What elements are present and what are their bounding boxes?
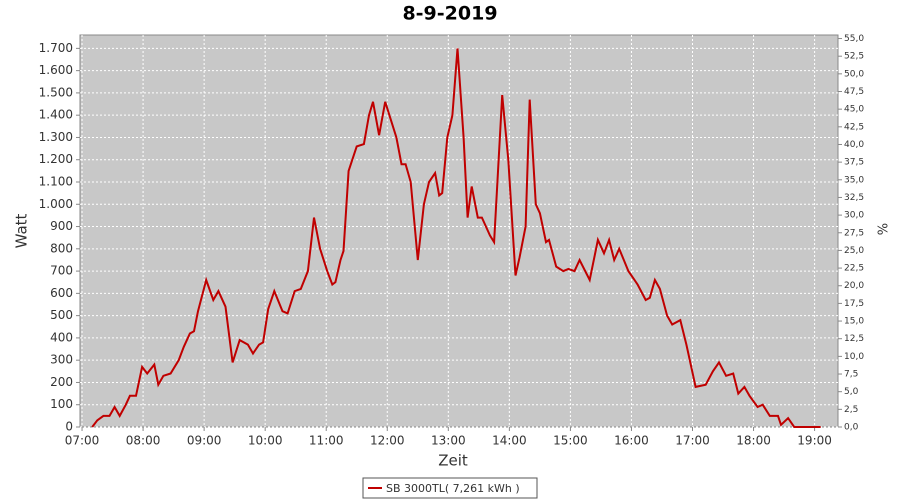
- y-tick-label: 200: [50, 375, 73, 389]
- y2-tick-label: 25,0: [844, 246, 864, 256]
- y2-tick-label: 10,0: [844, 352, 864, 362]
- x-tick-label: 08:00: [126, 434, 161, 448]
- x-axis-label: Zeit: [438, 452, 468, 470]
- y-tick-label: 600: [50, 286, 73, 300]
- y-tick-label: 1.600: [39, 63, 73, 77]
- y2-tick-label: 30,0: [844, 211, 864, 221]
- y-tick-label: 400: [50, 330, 73, 344]
- x-tick-label: 12:00: [370, 434, 405, 448]
- x-tick-label: 15:00: [553, 434, 588, 448]
- y-tick-label: 1.100: [39, 175, 73, 189]
- y2-tick-label: 50,0: [844, 69, 864, 79]
- y2-tick-label: 35,0: [844, 175, 864, 185]
- y-tick-label: 300: [50, 353, 73, 367]
- legend-label: SB 3000TL( 7,261 kWh ): [386, 482, 520, 495]
- y-tick-label: 700: [50, 264, 73, 278]
- x-tick-label: 19:00: [797, 434, 832, 448]
- y-tick-label: 800: [50, 241, 73, 255]
- y2-tick-label: 40,0: [844, 140, 864, 150]
- y-tick-label: 1.200: [39, 152, 73, 166]
- x-tick-label: 11:00: [309, 434, 344, 448]
- y2-tick-label: 7,5: [844, 370, 858, 380]
- y-tick-label: 100: [50, 397, 73, 411]
- x-tick-label: 17:00: [675, 434, 710, 448]
- y2-tick-label: 47,5: [844, 87, 864, 97]
- y-tick-label: 900: [50, 219, 73, 233]
- x-tick-label: 18:00: [736, 434, 771, 448]
- x-tick-label: 10:00: [248, 434, 283, 448]
- y-tick-label: 1.500: [39, 85, 73, 99]
- y2-tick-label: 27,5: [844, 228, 864, 238]
- y-axis-label: Watt: [13, 213, 31, 248]
- chart-title: 8-9-2019: [402, 3, 497, 25]
- y2-tick-label: 12,5: [844, 334, 864, 344]
- x-tick-label: 14:00: [492, 434, 527, 448]
- x-tick-label: 13:00: [431, 434, 466, 448]
- x-tick-label: 07:00: [65, 434, 100, 448]
- y2-tick-label: 22,5: [844, 264, 864, 274]
- y-tick-label: 1.000: [39, 197, 73, 211]
- line: [91, 48, 821, 428]
- y2-axis-label: %: [877, 223, 892, 235]
- y2-tick-label: 17,5: [844, 299, 864, 309]
- y-tick-label: 1.700: [39, 41, 73, 55]
- y2-tick-label: 55,0: [844, 34, 864, 44]
- x-tick-label: 09:00: [187, 434, 222, 448]
- y2-tick-label: 42,5: [844, 122, 864, 132]
- y-tick-label: 1.300: [39, 130, 73, 144]
- y2-tick-label: 0,0: [844, 423, 859, 433]
- y2-tick-label: 52,5: [844, 52, 864, 62]
- y2-tick-label: 2,5: [844, 405, 858, 415]
- y2-tick-label: 37,5: [844, 158, 864, 168]
- y-tick-label: 1.400: [39, 108, 73, 122]
- x-tick-label: 16:00: [614, 434, 649, 448]
- y2-tick-label: 15,0: [844, 317, 864, 327]
- y2-tick-label: 45,0: [844, 105, 864, 115]
- y2-tick-label: 5,0: [844, 387, 859, 397]
- legend: [362, 477, 538, 499]
- y2-tick-label: 32,5: [844, 193, 864, 203]
- plot-area: [79, 34, 839, 428]
- y-tick-label: 500: [50, 308, 73, 322]
- y2-tick-label: 20,0: [844, 281, 864, 291]
- y-tick-label: 0: [65, 420, 73, 434]
